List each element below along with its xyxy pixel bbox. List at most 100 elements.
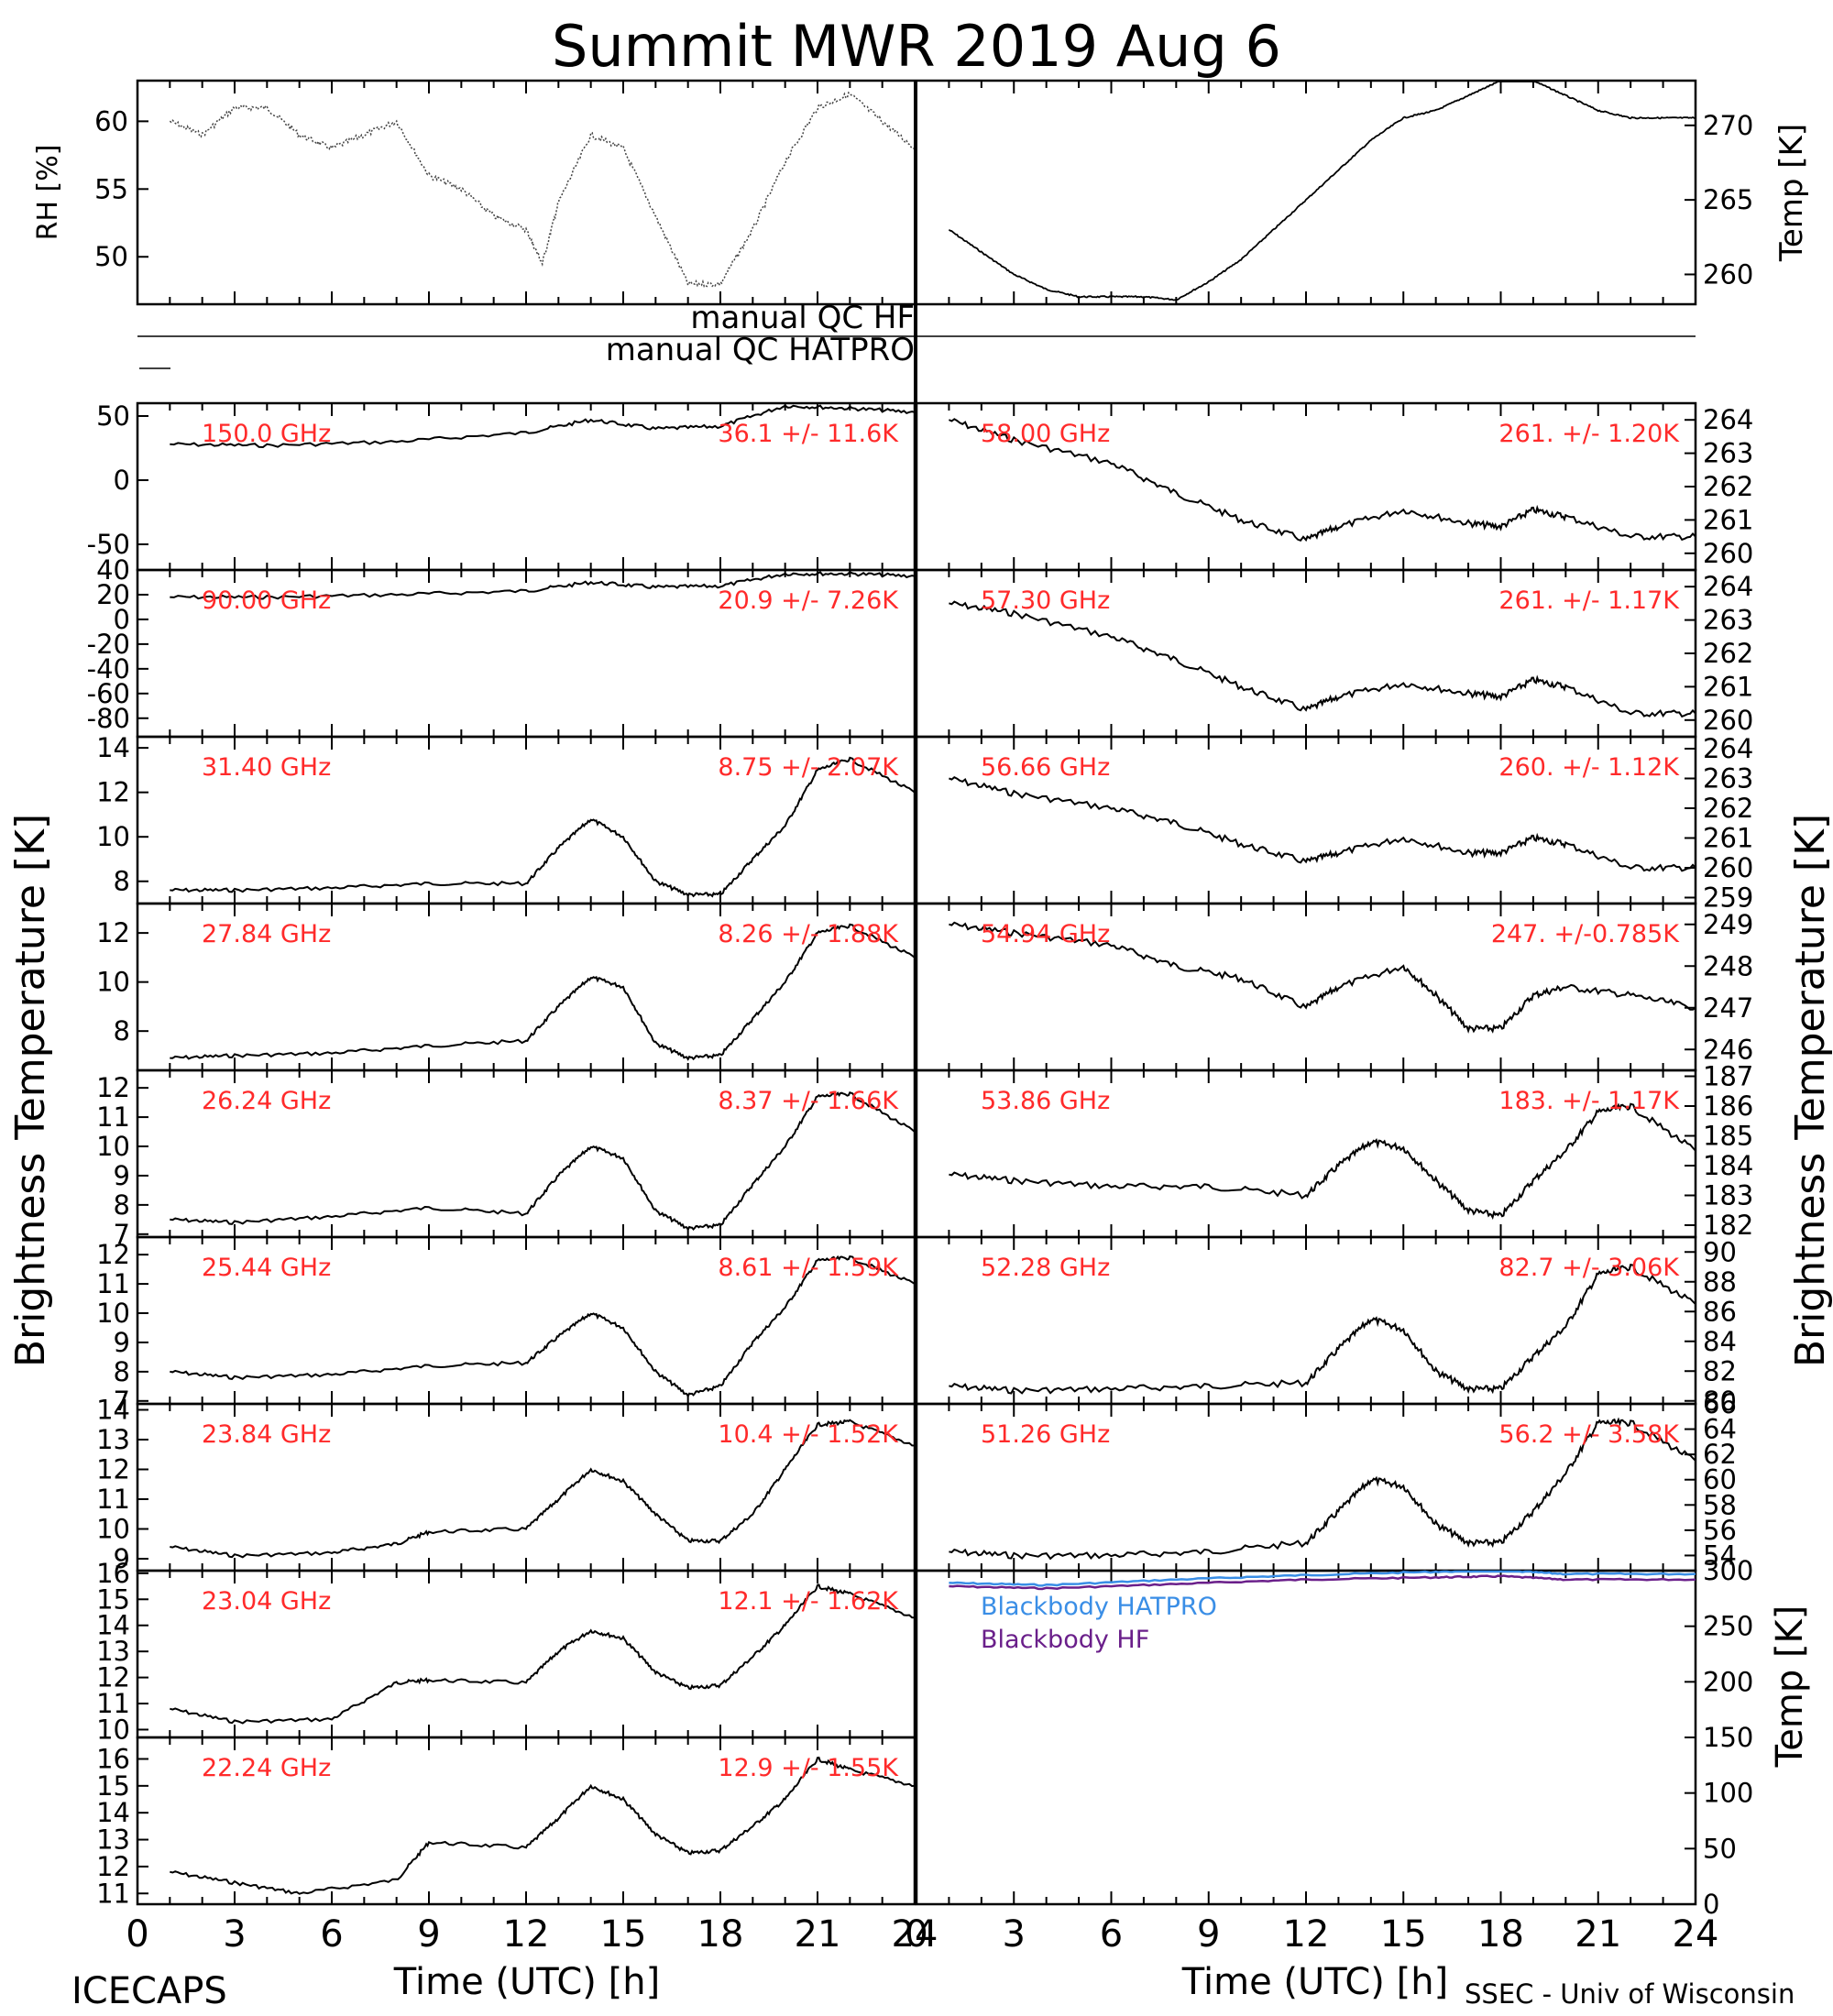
channel-label: 51.26 GHz xyxy=(981,1420,1110,1449)
y-tick-label: 100 xyxy=(1703,1778,1753,1809)
channel-stat: 12.1 +/- 1.62K xyxy=(718,1587,899,1616)
channel-label: 22.24 GHz xyxy=(202,1754,331,1782)
y-tick-label: 11 xyxy=(96,1878,130,1909)
y-tick-label: 8 xyxy=(114,1356,130,1387)
y-tick-label: 262 xyxy=(1703,793,1753,824)
y-tick-label: 183 xyxy=(1703,1180,1753,1211)
channel-stat: 8.37 +/- 1.66K xyxy=(718,1087,899,1115)
y-tick-label: 12 xyxy=(96,1072,130,1103)
y-tick-label: 13 xyxy=(96,1824,130,1856)
y-tick-label: 200 xyxy=(1703,1666,1753,1697)
x-tick-label-right: 21 xyxy=(1575,1913,1621,1956)
x-tick-label-right: 24 xyxy=(1673,1913,1719,1956)
temp-series-line xyxy=(948,81,1696,301)
y-tick-label: 82 xyxy=(1703,1355,1737,1386)
series-line xyxy=(170,1255,916,1398)
channel-stat: 247. +/-0.785K xyxy=(1491,920,1680,948)
y-tick-label: 12 xyxy=(96,1454,130,1485)
y-tick-label: 80 xyxy=(1703,1386,1737,1417)
y-tick-label: 16 xyxy=(96,1558,130,1589)
channel-stat: 261. +/- 1.17K xyxy=(1498,586,1680,615)
y-tick-label: 66 xyxy=(1703,1388,1737,1419)
x-tick-label-right: 18 xyxy=(1477,1913,1524,1956)
y-tick-label: 8 xyxy=(114,866,130,897)
y-tick-label: 7 xyxy=(114,1219,130,1250)
series-line xyxy=(949,921,1696,1034)
blackbody-axis-title: Temp [K] xyxy=(1769,1605,1811,1769)
x-axis-title-left: Time (UTC) [h] xyxy=(393,1961,660,2003)
y-tick-label: 11 xyxy=(96,1268,130,1299)
y-tick-label: 15 xyxy=(96,1583,130,1615)
x-tick-label-left: 12 xyxy=(503,1913,550,1956)
channel-label: 90.00 GHz xyxy=(202,586,331,615)
y-tick-label: 86 xyxy=(1703,1296,1737,1327)
y-tick-label: 265 xyxy=(1703,184,1753,215)
channel-stat: 261. +/- 1.20K xyxy=(1498,420,1680,448)
x-tick-label-left: 21 xyxy=(795,1913,841,1956)
y-tick-label: 182 xyxy=(1703,1210,1753,1241)
y-tick-label: -80 xyxy=(87,703,130,734)
channel-stat: 260. +/- 1.12K xyxy=(1498,753,1680,782)
channel-stat: 56.2 +/- 3.58K xyxy=(1498,1420,1680,1449)
series-line xyxy=(170,571,916,600)
x-tick-label-right: 6 xyxy=(1100,1913,1123,1956)
y-tick-label: 84 xyxy=(1703,1326,1737,1357)
y-tick-label: 14 xyxy=(96,1395,130,1426)
y-tick-label: 186 xyxy=(1703,1090,1753,1122)
y-tick-label: 11 xyxy=(96,1101,130,1133)
channel-label: 26.24 GHz xyxy=(202,1087,331,1115)
y-tick-label: -20 xyxy=(87,629,130,660)
y-tick-label: 8 xyxy=(114,1189,130,1221)
channel-stat: 183. +/- 1.17K xyxy=(1498,1087,1680,1115)
y-tick-label: 62 xyxy=(1703,1439,1737,1470)
channel-stat: 82.7 +/- 3.06K xyxy=(1498,1254,1680,1282)
y-tick-label: 12 xyxy=(96,917,130,948)
channel-stat: 36.1 +/- 11.6K xyxy=(718,420,899,448)
footer-right-label: SSEC - Univ of Wisconsin xyxy=(1465,1978,1795,2010)
y-tick-label: 14 xyxy=(96,1797,130,1828)
channel-stat: 8.75 +/- 2.07K xyxy=(718,753,899,782)
y-tick-label: 263 xyxy=(1703,763,1753,794)
y-tick-label: 12 xyxy=(96,777,130,808)
y-tick-label: 259 xyxy=(1703,882,1753,914)
y-tick-label: 8 xyxy=(114,1015,130,1046)
y-tick-label: 263 xyxy=(1703,605,1753,636)
y-tick-label: 184 xyxy=(1703,1150,1753,1181)
right-y-axis-title: Brightness Temperature [K] xyxy=(1787,814,1833,1367)
y-tick-label: 60 xyxy=(1703,1464,1737,1496)
y-tick-label: 249 xyxy=(1703,909,1753,940)
y-tick-label: 9 xyxy=(114,1543,130,1574)
channel-label: 27.84 GHz xyxy=(202,920,331,948)
x-axis-title-right: Time (UTC) [h] xyxy=(1181,1961,1448,2003)
channel-label: 150.0 GHz xyxy=(202,420,331,448)
y-tick-label: 264 xyxy=(1703,733,1753,764)
y-tick-label: 263 xyxy=(1703,438,1753,469)
channel-stat: 8.26 +/- 1.88K xyxy=(718,920,899,948)
y-tick-label: 15 xyxy=(96,1770,130,1802)
y-tick-label: 10 xyxy=(96,1714,130,1745)
series-line xyxy=(170,1583,916,1725)
x-tick-label-right: 0 xyxy=(905,1913,927,1956)
y-tick-label: 13 xyxy=(96,1424,130,1455)
y-tick-label: -40 xyxy=(87,653,130,685)
legend-entry: Blackbody HF xyxy=(981,1626,1149,1654)
channel-label: 58.00 GHz xyxy=(981,420,1110,448)
channel-stat: 12.9 +/- 1.55K xyxy=(718,1754,899,1782)
y-tick-label: 0 xyxy=(114,465,130,496)
y-tick-label: 14 xyxy=(96,1610,130,1641)
channel-label: 25.44 GHz xyxy=(202,1254,331,1282)
x-tick-label-left: 0 xyxy=(126,1913,148,1956)
series-line-1 xyxy=(949,1574,1696,1591)
series-line xyxy=(949,1102,1696,1221)
y-tick-label: 90 xyxy=(1703,1236,1737,1267)
y-tick-label: 10 xyxy=(96,821,130,852)
x-tick-label-left: 18 xyxy=(697,1913,744,1956)
y-tick-label: 40 xyxy=(96,554,130,586)
y-tick-label: 9 xyxy=(114,1327,130,1358)
y-tick-label: -60 xyxy=(87,678,130,709)
y-tick-label: 56 xyxy=(1703,1515,1737,1546)
